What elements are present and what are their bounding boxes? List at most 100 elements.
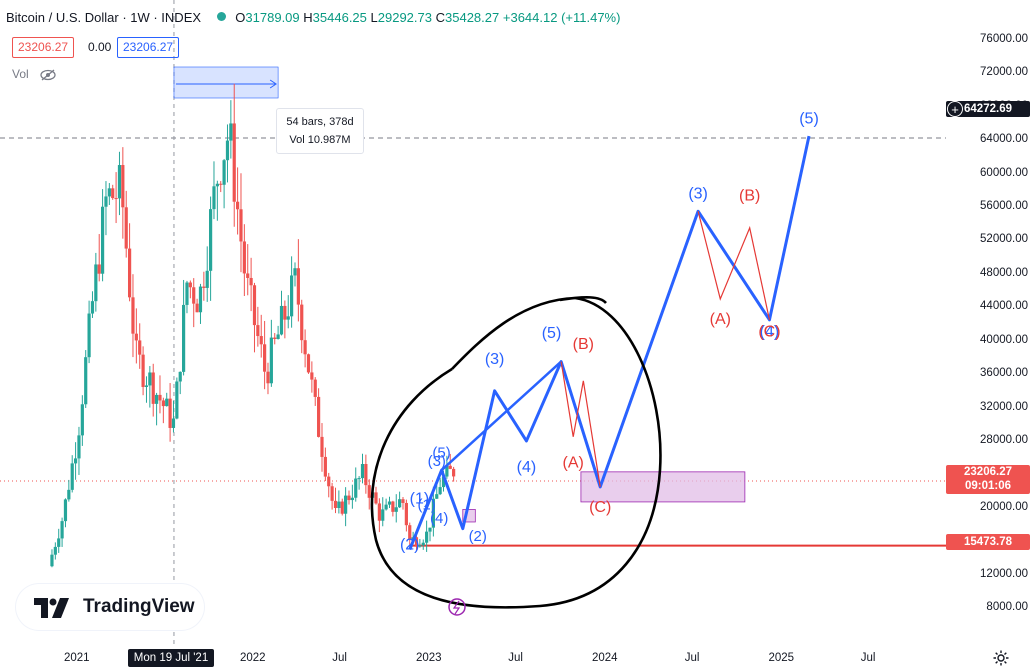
candle-body bbox=[151, 372, 155, 404]
symbol-title[interactable]: Bitcoin / U.S. Dollar · 1W · INDEX bbox=[6, 10, 202, 25]
wave-label-small: (3) bbox=[428, 453, 446, 470]
candle-body bbox=[215, 183, 219, 187]
candle-body bbox=[340, 501, 344, 514]
candle-body bbox=[90, 301, 95, 314]
candle-body bbox=[283, 305, 287, 320]
candle-body bbox=[202, 286, 206, 288]
candle-body bbox=[107, 188, 111, 197]
abc-label-2024: (B) bbox=[739, 187, 760, 204]
tradingview-mark-icon bbox=[34, 598, 69, 618]
buy-price-box[interactable]: 23206.27 bbox=[117, 37, 180, 58]
candle-body bbox=[165, 398, 169, 407]
candle-body bbox=[428, 527, 432, 532]
candle-body bbox=[300, 304, 304, 341]
candle-body bbox=[431, 498, 435, 528]
price-tick-label: 72000.00 bbox=[980, 66, 1028, 79]
candle-body bbox=[178, 371, 182, 382]
volume-row: Vol bbox=[12, 67, 56, 84]
candle-body bbox=[212, 186, 216, 210]
candle-body bbox=[404, 502, 408, 526]
close-label: C bbox=[435, 10, 446, 25]
candle-body bbox=[256, 325, 260, 337]
candle-body bbox=[182, 304, 186, 372]
spread-value: 0.00 bbox=[88, 40, 112, 54]
candle-body bbox=[121, 165, 125, 208]
candle-body bbox=[249, 277, 253, 286]
abc-label-2023: (A) bbox=[563, 455, 584, 472]
open-label: O bbox=[235, 10, 246, 25]
time-tick-label: 2025 bbox=[768, 652, 795, 664]
volume-label: Vol bbox=[12, 67, 29, 81]
wave-label-small: (5) bbox=[432, 445, 450, 462]
zone-box-2024[interactable] bbox=[580, 471, 746, 503]
plus-circle-icon[interactable]: + bbox=[947, 101, 963, 117]
candle-body bbox=[438, 487, 442, 495]
candle-body bbox=[441, 476, 446, 488]
candle-body bbox=[303, 340, 307, 355]
candle-body bbox=[100, 206, 105, 274]
candle-body bbox=[141, 354, 145, 387]
candle-body bbox=[452, 468, 456, 477]
candle-body bbox=[364, 464, 368, 486]
candle-body bbox=[391, 501, 395, 512]
time-tick-label: 2021 bbox=[64, 652, 90, 664]
candle-body bbox=[360, 464, 365, 479]
candle-body bbox=[320, 436, 324, 457]
candle-body bbox=[77, 435, 81, 459]
candle-body bbox=[384, 504, 388, 510]
candle-body bbox=[330, 486, 334, 501]
candle-body bbox=[327, 476, 331, 487]
candle-body bbox=[205, 270, 209, 288]
eye-crossed-icon[interactable] bbox=[40, 69, 56, 84]
candle-body bbox=[185, 282, 189, 305]
wave-label-small: (4) bbox=[430, 510, 448, 527]
lightning-marker-icon[interactable] bbox=[448, 598, 466, 616]
candle-body bbox=[421, 542, 425, 546]
countdown-value: 09:01:06 bbox=[964, 480, 1012, 492]
hand-drawn-circle[interactable] bbox=[370, 296, 662, 609]
measure-range-box[interactable] bbox=[173, 66, 279, 99]
candle-body bbox=[222, 160, 226, 185]
price-tick-label: 12000.00 bbox=[980, 567, 1028, 580]
wave-label-small: (2) bbox=[469, 528, 487, 545]
price-tick-label: 60000.00 bbox=[980, 166, 1028, 179]
price-tick-label: 48000.00 bbox=[980, 266, 1028, 279]
candle-body bbox=[263, 344, 267, 372]
high-value: 35446.25 bbox=[312, 10, 367, 25]
abc-label-2024: (A) bbox=[710, 311, 731, 328]
candle-body bbox=[242, 241, 246, 274]
candle-body bbox=[279, 305, 284, 335]
abc-correction-2024-line[interactable] bbox=[697, 211, 771, 320]
candle-body bbox=[276, 334, 280, 339]
candle-body bbox=[418, 545, 422, 547]
candle-body bbox=[408, 525, 412, 541]
candle-body bbox=[154, 394, 159, 404]
wave-label-intermediate: (5) bbox=[542, 325, 562, 342]
tradingview-logo[interactable]: TradingView bbox=[16, 584, 204, 630]
candle-body bbox=[317, 396, 321, 437]
change-value: +3644.12 (+11.47%) bbox=[502, 10, 621, 25]
candle-body bbox=[354, 478, 358, 498]
wave-connector-line[interactable] bbox=[440, 360, 562, 472]
abc-label-2024: (C) bbox=[758, 324, 780, 341]
candle-body bbox=[425, 531, 429, 543]
candle-body bbox=[73, 458, 78, 464]
candle-body bbox=[269, 337, 273, 384]
tradingview-wordmark: TradingView bbox=[83, 596, 195, 617]
measure-bars-days: 54 bars, 378d bbox=[286, 116, 354, 128]
abc-correction-2023-line[interactable] bbox=[560, 361, 601, 487]
candle-body bbox=[87, 313, 91, 358]
sell-price-box[interactable]: 23206.27 bbox=[12, 37, 75, 58]
candle-body bbox=[84, 357, 88, 405]
candle-body bbox=[445, 465, 449, 477]
candle-body bbox=[57, 538, 61, 547]
settings-gear-icon[interactable] bbox=[992, 649, 1010, 672]
symbol-header: Bitcoin / U.S. Dollar · 1W · INDEX O3178… bbox=[6, 10, 620, 25]
candle-body bbox=[97, 264, 101, 274]
candle-body bbox=[266, 371, 270, 384]
low-label: L bbox=[370, 10, 378, 25]
candle-body bbox=[435, 494, 439, 499]
candle-body bbox=[293, 268, 297, 276]
